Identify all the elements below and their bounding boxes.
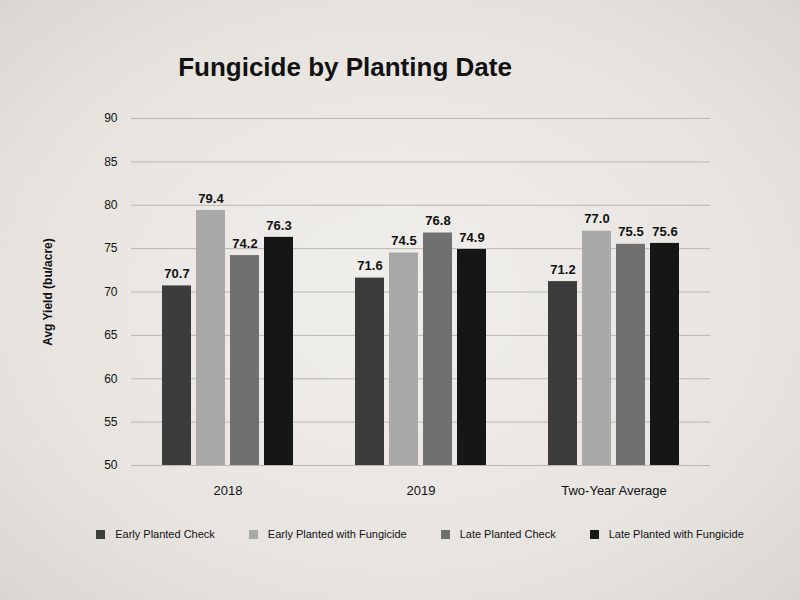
- svg-text:90: 90: [104, 111, 118, 125]
- svg-text:50: 50: [104, 458, 118, 472]
- svg-text:2018: 2018: [214, 483, 243, 498]
- svg-text:85: 85: [104, 155, 118, 169]
- svg-text:74.5: 74.5: [391, 233, 416, 248]
- svg-text:71.6: 71.6: [357, 258, 382, 273]
- svg-text:74.2: 74.2: [232, 236, 257, 251]
- svg-text:77.0: 77.0: [584, 211, 609, 226]
- svg-text:71.2: 71.2: [550, 262, 575, 277]
- svg-text:75.5: 75.5: [618, 224, 643, 239]
- svg-text:55: 55: [104, 415, 118, 429]
- svg-text:2019: 2019: [407, 483, 436, 498]
- svg-text:76.3: 76.3: [266, 218, 291, 233]
- html-text:Early Planted with Fungicide: Early Planted with Fungicide: [267, 528, 407, 540]
- svg-text:75: 75: [104, 241, 118, 255]
- svg-text:65: 65: [104, 328, 118, 342]
- svg-text:60: 60: [104, 372, 118, 386]
- html-text:Fungicide by Planting Date: Fungicide by Planting Date: [178, 52, 512, 82]
- svg-text:Two-Year Average: Two-Year Average: [561, 483, 667, 498]
- svg-text:74.9: 74.9: [459, 230, 484, 245]
- svg-text:70.7: 70.7: [164, 266, 189, 281]
- html-text:Early Planted Check: Early Planted Check: [115, 528, 215, 540]
- svg-text:75.6: 75.6: [652, 224, 677, 239]
- svg-text:80: 80: [104, 198, 118, 212]
- html-text:Late Planted with Fungicide: Late Planted with Fungicide: [608, 528, 744, 540]
- svg-text:70: 70: [104, 285, 118, 299]
- svg-text:76.8: 76.8: [425, 213, 450, 228]
- svg-text:79.4: 79.4: [198, 191, 224, 206]
- html-text:Late Planted Check: Late Planted Check: [459, 528, 556, 540]
- svg-text:Avg Yield (bu/acre): Avg Yield (bu/acre): [41, 238, 55, 346]
